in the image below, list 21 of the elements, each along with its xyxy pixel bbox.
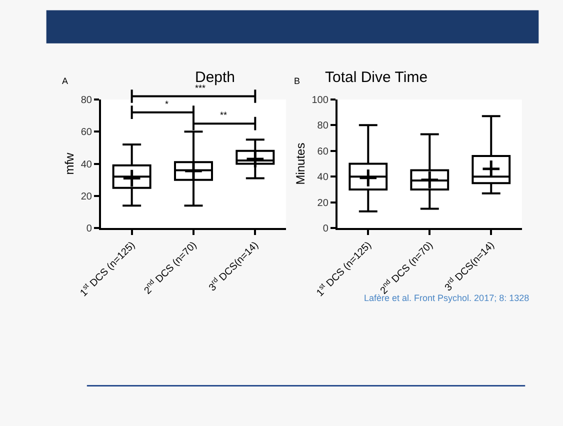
y-tick-label: 0: [86, 224, 92, 235]
y-tick-label: 20: [80, 191, 92, 202]
chart-title: Depth: [195, 69, 236, 86]
text: Lafère et al. Front Psychol. 2017; 8: 1328: [364, 293, 530, 303]
y-axis-title: mfw: [62, 152, 77, 175]
text: ***: [195, 83, 206, 93]
y-tick-label: 60: [80, 127, 92, 138]
y-axis-title: Minutes: [294, 142, 308, 185]
text: B: [294, 76, 300, 86]
text: A: [62, 76, 68, 86]
y-tick-label: 40: [317, 172, 329, 184]
y-tick-label: 40: [80, 159, 92, 170]
y-tick-label: 80: [80, 94, 92, 106]
y-tick-label: 60: [317, 146, 329, 158]
y-tick-label: 20: [317, 198, 329, 209]
y-tick-label: 100: [312, 94, 329, 106]
y-tick-label: 80: [317, 120, 329, 132]
annotation: *: [165, 99, 169, 109]
y-tick-label: 0: [322, 224, 329, 235]
annotation: **: [220, 110, 228, 120]
chart-title: Total Dive Time: [325, 69, 428, 86]
